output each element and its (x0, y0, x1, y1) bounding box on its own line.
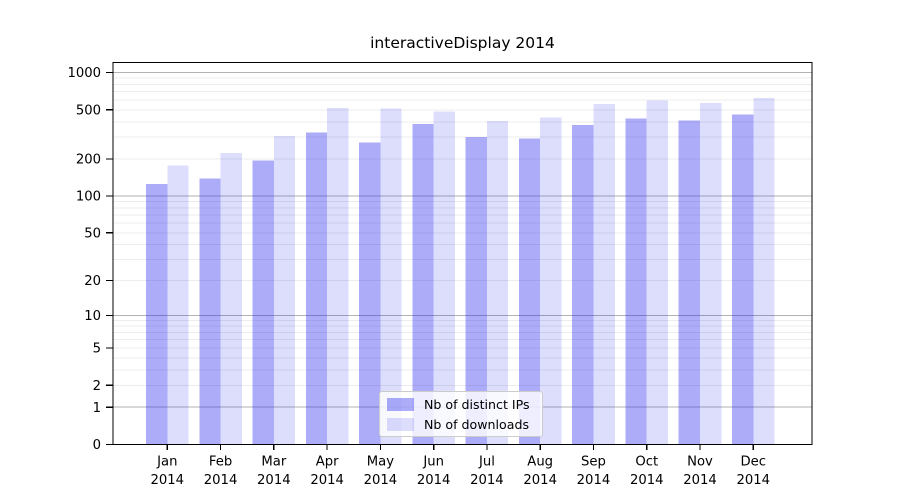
legend-item-downloads: Nb of downloads (387, 417, 534, 432)
bar-downloads-oct (646, 100, 669, 445)
x-tick-label-year: 2014 (257, 473, 291, 488)
x-tick-label-year: 2014 (736, 473, 770, 488)
bar-ips-mar (252, 160, 274, 445)
bar-ips-sep (572, 125, 594, 445)
x-tick-label-year: 2014 (630, 473, 664, 488)
bar-ips-nov (678, 120, 700, 445)
legend-label-downloads: Nb of downloads (424, 416, 530, 432)
x-tick-label-year: 2014 (151, 473, 185, 488)
x-tick-label-month: Dec (741, 455, 767, 470)
bar-ips-jul (465, 136, 487, 445)
y-tick-label: 1 (93, 401, 101, 416)
y-tick-label: 500 (76, 103, 101, 118)
x-tick-label-month: Mar (261, 455, 286, 470)
x-tick-label-year: 2014 (523, 473, 557, 488)
bar-downloads-sep (593, 104, 615, 445)
x-tick-label-month: Aug (527, 455, 553, 470)
x-tick-label-month: May (367, 455, 394, 470)
bar-ips-may (359, 142, 381, 445)
x-tick-label-month: Jul (478, 455, 495, 470)
bar-ips-jan (146, 184, 168, 445)
x-tick-label-month: Sep (581, 455, 606, 470)
y-tick-label: 200 (76, 153, 101, 168)
legend-swatch-downloads (387, 417, 414, 431)
bar-downloads-feb (220, 152, 242, 445)
bar-downloads-may (380, 108, 402, 445)
x-tick-label-year: 2014 (204, 473, 238, 488)
x-tick-label-year: 2014 (310, 473, 344, 488)
x-tick-label-year: 2014 (470, 473, 504, 488)
bar-downloads-apr (327, 108, 349, 445)
x-tick-label-month: Apr (316, 455, 339, 470)
bar-ips-dec (731, 114, 754, 445)
y-tick-label: 50 (84, 226, 101, 241)
legend-item-distinct-ips: Nb of distinct IPs (387, 397, 534, 412)
x-tick-label-month: Jan (156, 455, 177, 470)
x-tick-label-year: 2014 (364, 473, 398, 488)
bar-downloads-dec (753, 98, 775, 445)
y-tick-label: 100 (76, 190, 101, 205)
bar-downloads-jul (486, 121, 509, 445)
y-tick-label: 1000 (67, 66, 101, 81)
x-tick-label-year: 2014 (683, 473, 717, 488)
bar-downloads-jun (433, 111, 455, 445)
bar-downloads-jan (167, 165, 189, 445)
y-tick-label: 10 (84, 309, 101, 324)
bar-ips-jun (412, 124, 434, 445)
bar-downloads-aug (540, 117, 562, 445)
legend-label-distinct-ips: Nb of distinct IPs (424, 396, 530, 412)
bar-ips-feb (199, 178, 221, 445)
chart-title: interactiveDisplay 2014 (370, 34, 555, 52)
x-tick-label-month: Feb (209, 455, 232, 470)
legend-swatch-distinct-ips (387, 397, 414, 411)
bar-downloads-mar (273, 136, 296, 445)
plot-border (112, 61, 813, 446)
y-tick-label: 0 (93, 438, 101, 453)
bar-ips-apr (305, 132, 328, 445)
x-tick-label-month: Nov (687, 455, 713, 470)
bar-ips-oct (625, 118, 647, 445)
y-tick-label: 2 (93, 379, 101, 394)
bar-downloads-nov (700, 103, 722, 445)
x-tick-label-month: Oct (635, 455, 658, 470)
y-tick-label: 20 (84, 274, 101, 289)
x-tick-label-year: 2014 (577, 473, 611, 488)
x-tick-label-year: 2014 (417, 473, 451, 488)
x-tick-label-month: Jun (422, 455, 444, 470)
legend: Nb of distinct IPs Nb of downloads (379, 391, 543, 437)
y-tick-label: 5 (93, 342, 101, 357)
bar-ips-aug (518, 138, 541, 445)
